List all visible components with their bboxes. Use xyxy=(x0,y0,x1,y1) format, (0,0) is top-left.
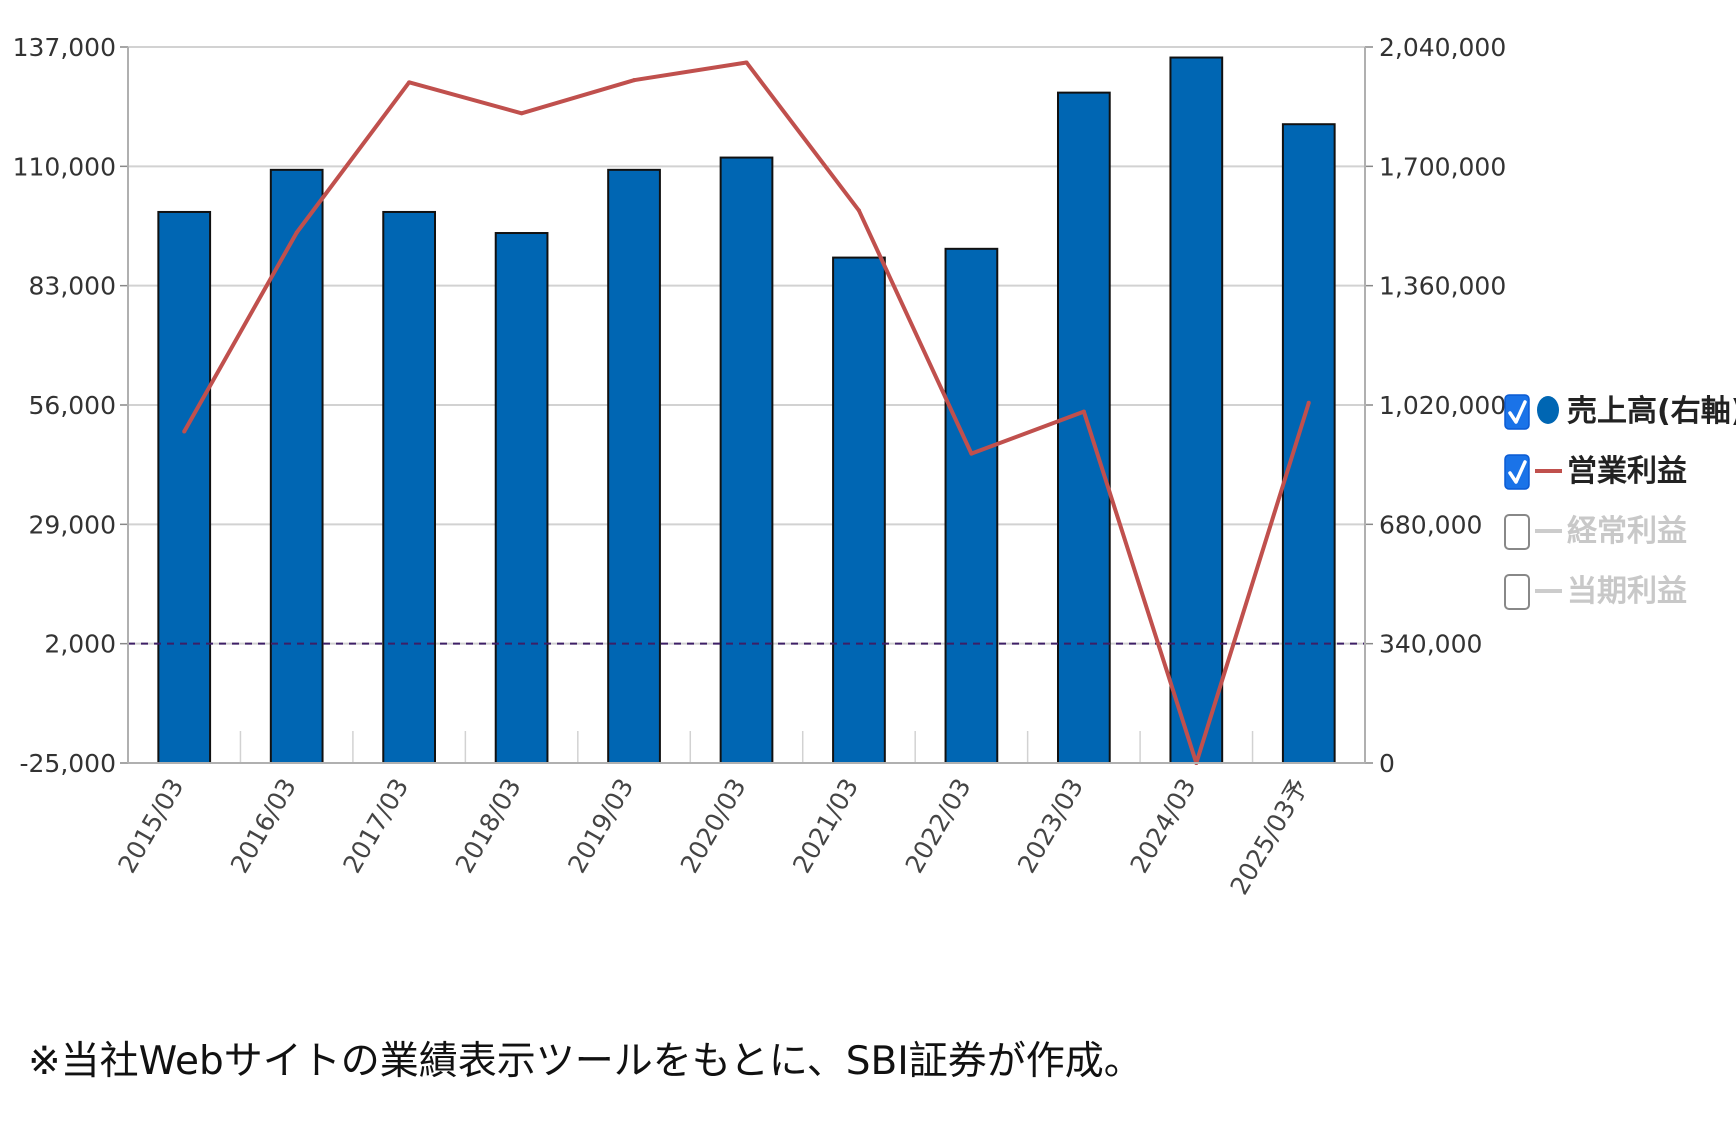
legend-label: 営業利益 xyxy=(1567,454,1687,489)
bar xyxy=(157,210,212,765)
right-tick-label: 1,700,000 xyxy=(1379,152,1506,181)
left-tick-label: 83,000 xyxy=(29,272,116,301)
bar xyxy=(1056,91,1111,765)
right-tick-label: 2,040,000 xyxy=(1379,33,1506,62)
x-tick-label: 2023/03 xyxy=(1012,774,1089,878)
bar xyxy=(607,168,661,764)
bar xyxy=(269,168,324,764)
line-point xyxy=(1081,409,1086,414)
bar-series xyxy=(157,56,1336,765)
x-tick-label: 2021/03 xyxy=(787,774,864,878)
right-tick-label: 0 xyxy=(1379,749,1395,778)
left-axis: 137,000 110,000 83,000 56,000 29,000 2,000 -25… xyxy=(13,33,129,778)
left-tick-label: 29,000 xyxy=(29,510,116,539)
checkbox-unchecked[interactable] xyxy=(1504,514,1530,550)
x-tick-label: 2015/03 xyxy=(112,774,189,878)
right-tick-label: 1,020,000 xyxy=(1379,391,1506,420)
line-point xyxy=(519,111,524,116)
line-point xyxy=(1306,400,1311,405)
bar xyxy=(1169,56,1224,764)
legend-item[interactable]: 当期利益 xyxy=(1504,574,1687,610)
legend-label: 経常利益 xyxy=(1567,514,1687,549)
bar xyxy=(832,256,886,764)
x-tick-label: 2017/03 xyxy=(337,774,414,878)
legend-circle-marker xyxy=(1537,396,1559,424)
x-tick-label: 2019/03 xyxy=(562,774,639,878)
bar xyxy=(494,232,549,765)
line-point xyxy=(407,80,412,85)
checkmark-icon xyxy=(1508,400,1527,424)
x-tick-label: 2018/03 xyxy=(450,774,527,878)
right-tick-label: 340,000 xyxy=(1379,630,1482,659)
legend-item[interactable]: 経常利益 xyxy=(1504,514,1687,550)
bar xyxy=(944,247,999,764)
line-point xyxy=(294,230,299,235)
x-tick-label: 2022/03 xyxy=(900,774,977,878)
x-axis: 2015/03 2016/03 2017/03 2018/03 2019/03 2020/… xyxy=(112,762,1365,900)
right-axis: 2,040,000 1,700,000 1,360,000 1,020,000 680,… xyxy=(1364,33,1506,778)
legend-item[interactable]: 売上高(右軸) xyxy=(1504,394,1736,430)
x-tick-label: 2024/03 xyxy=(1124,774,1201,878)
bar xyxy=(719,156,774,764)
left-tick-label: 137,000 xyxy=(13,33,116,62)
line-point xyxy=(744,60,749,65)
bar xyxy=(1281,123,1336,764)
line-point xyxy=(856,208,861,213)
footnote: ※当社Webサイトの業績表示ツールをもとに、SBI証券が作成。 xyxy=(28,1039,1143,1084)
chart: 137,000 110,000 83,000 56,000 29,000 2,000 -25… xyxy=(13,33,1736,900)
x-tick-label: 2016/03 xyxy=(225,774,302,878)
legend-label: 売上高(右軸) xyxy=(1567,394,1736,429)
x-tick-label: 2020/03 xyxy=(675,774,752,878)
bar xyxy=(382,210,437,765)
checkmark-icon xyxy=(1508,460,1527,484)
right-tick-label: 1,360,000 xyxy=(1379,272,1506,301)
right-tick-label: 680,000 xyxy=(1379,510,1482,539)
legend-label: 当期利益 xyxy=(1567,574,1687,609)
left-tick-label: 110,000 xyxy=(13,152,116,181)
line-point xyxy=(632,78,637,83)
line-series xyxy=(182,60,1311,765)
left-tick-label: 56,000 xyxy=(29,391,116,420)
left-tick-label: -25,000 xyxy=(20,749,117,778)
x-tick-label: 2025/03予 xyxy=(1224,774,1314,900)
line-point xyxy=(969,451,974,456)
left-tick-label: 2,000 xyxy=(44,630,116,659)
legend-item[interactable]: 営業利益 xyxy=(1504,454,1687,490)
checkbox-unchecked[interactable] xyxy=(1504,574,1530,610)
line-point xyxy=(182,429,187,434)
